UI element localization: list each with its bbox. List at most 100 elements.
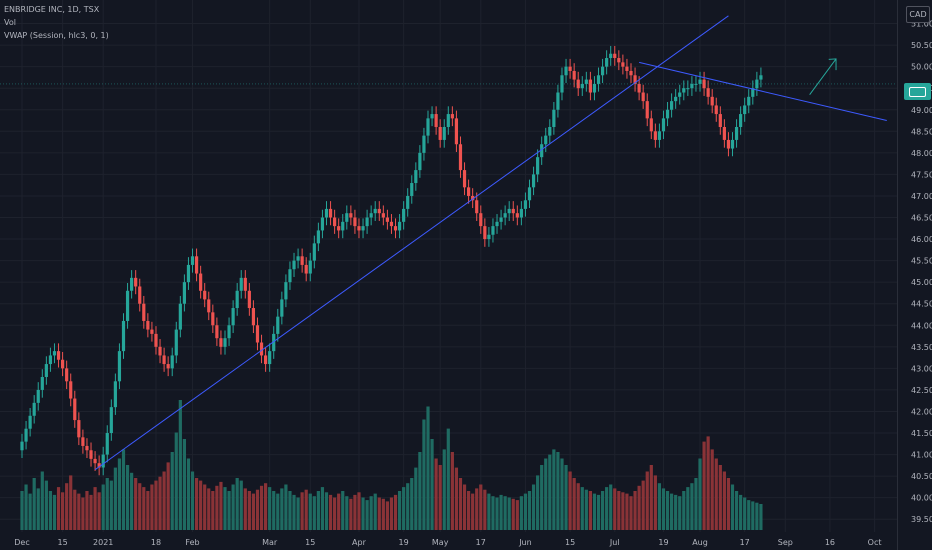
candle[interactable] xyxy=(479,213,483,227)
candle[interactable] xyxy=(276,316,280,334)
candle[interactable] xyxy=(609,53,613,59)
candle[interactable] xyxy=(605,58,609,67)
candle[interactable] xyxy=(353,217,357,227)
volume-indicator-label[interactable]: Vol xyxy=(4,18,16,27)
candle[interactable] xyxy=(158,346,162,356)
candle[interactable] xyxy=(272,333,276,352)
candle[interactable] xyxy=(487,234,491,240)
candle[interactable] xyxy=(536,157,540,175)
candle[interactable] xyxy=(93,458,97,464)
candle[interactable] xyxy=(101,454,105,468)
candle[interactable] xyxy=(65,368,69,382)
candle[interactable] xyxy=(142,303,146,321)
candle[interactable] xyxy=(515,213,519,218)
candle[interactable] xyxy=(247,290,251,309)
candle[interactable] xyxy=(296,256,300,261)
candle[interactable] xyxy=(418,152,422,171)
candle[interactable] xyxy=(85,445,89,451)
candle[interactable] xyxy=(434,114,438,127)
candle[interactable] xyxy=(292,260,296,270)
candle[interactable] xyxy=(511,208,515,214)
candle[interactable] xyxy=(48,355,53,365)
candle[interactable] xyxy=(661,118,666,132)
candle[interactable] xyxy=(503,213,507,218)
candle[interactable] xyxy=(255,325,260,343)
candle[interactable] xyxy=(694,83,698,85)
candle[interactable] xyxy=(130,277,134,291)
candle[interactable] xyxy=(345,213,349,222)
candle[interactable] xyxy=(718,114,722,127)
candle[interactable] xyxy=(243,277,247,291)
symbol-title[interactable]: ENBRIDGE INC, 1D, TSX xyxy=(4,5,100,14)
candle[interactable] xyxy=(462,170,467,188)
candle[interactable] xyxy=(454,118,459,145)
candle[interactable] xyxy=(674,96,678,102)
candle[interactable] xyxy=(349,213,353,218)
candle[interactable] xyxy=(568,66,572,71)
candle[interactable] xyxy=(507,208,511,214)
candle[interactable] xyxy=(312,243,316,261)
candle[interactable] xyxy=(235,290,239,309)
candle[interactable] xyxy=(759,75,763,80)
candle[interactable] xyxy=(552,109,556,127)
candle[interactable] xyxy=(637,83,641,93)
candle[interactable] xyxy=(28,415,32,429)
candle[interactable] xyxy=(146,320,150,330)
candle[interactable] xyxy=(203,290,207,300)
candle[interactable] xyxy=(471,195,475,201)
candle[interactable] xyxy=(422,135,426,153)
candle[interactable] xyxy=(483,226,487,240)
candle[interactable] xyxy=(231,308,235,326)
candle[interactable] xyxy=(373,208,377,214)
candle[interactable] xyxy=(170,355,174,369)
candle[interactable] xyxy=(288,269,292,283)
candle[interactable] xyxy=(690,83,694,89)
candle[interactable] xyxy=(442,126,446,140)
candle[interactable] xyxy=(337,226,341,231)
candle[interactable] xyxy=(450,114,454,119)
candle[interactable] xyxy=(324,208,329,218)
candle[interactable] xyxy=(446,114,450,127)
candle[interactable] xyxy=(592,83,597,93)
candle[interactable] xyxy=(475,200,479,214)
candle[interactable] xyxy=(320,217,325,231)
candle[interactable] xyxy=(105,433,109,455)
candle[interactable] xyxy=(361,226,365,231)
candle[interactable] xyxy=(154,333,158,347)
candle[interactable] xyxy=(665,109,670,119)
candle[interactable] xyxy=(710,96,714,106)
candle[interactable] xyxy=(678,92,682,97)
candle[interactable] xyxy=(219,338,223,347)
candle[interactable] xyxy=(467,187,471,196)
candle[interactable] xyxy=(121,320,126,352)
candle[interactable] xyxy=(117,351,122,382)
candle[interactable] xyxy=(97,463,101,468)
candle[interactable] xyxy=(600,66,605,76)
candle[interactable] xyxy=(211,312,215,326)
candle[interactable] xyxy=(519,208,523,218)
candle[interactable] xyxy=(564,66,568,76)
vwap-indicator-label[interactable]: VWAP (Session, hlc3, 0, 1) xyxy=(4,31,109,40)
candle[interactable] xyxy=(410,183,414,196)
candle[interactable] xyxy=(162,355,166,365)
candle[interactable] xyxy=(300,256,304,265)
candle[interactable] xyxy=(215,325,219,339)
candle[interactable] xyxy=(580,83,584,89)
last-price-badge[interactable] xyxy=(904,83,931,100)
candle[interactable] xyxy=(284,282,288,300)
candle[interactable] xyxy=(438,126,442,140)
candle[interactable] xyxy=(531,174,536,188)
candle[interactable] xyxy=(389,221,394,227)
candle[interactable] xyxy=(166,364,170,369)
candle[interactable] xyxy=(125,290,130,321)
candle[interactable] xyxy=(402,208,406,222)
candle[interactable] xyxy=(649,118,653,132)
candle[interactable] xyxy=(739,114,743,127)
candle[interactable] xyxy=(316,230,320,244)
candle[interactable] xyxy=(430,114,434,119)
candle[interactable] xyxy=(304,264,308,274)
candle[interactable] xyxy=(134,277,138,287)
candle[interactable] xyxy=(40,376,44,390)
candle[interactable] xyxy=(69,381,73,399)
